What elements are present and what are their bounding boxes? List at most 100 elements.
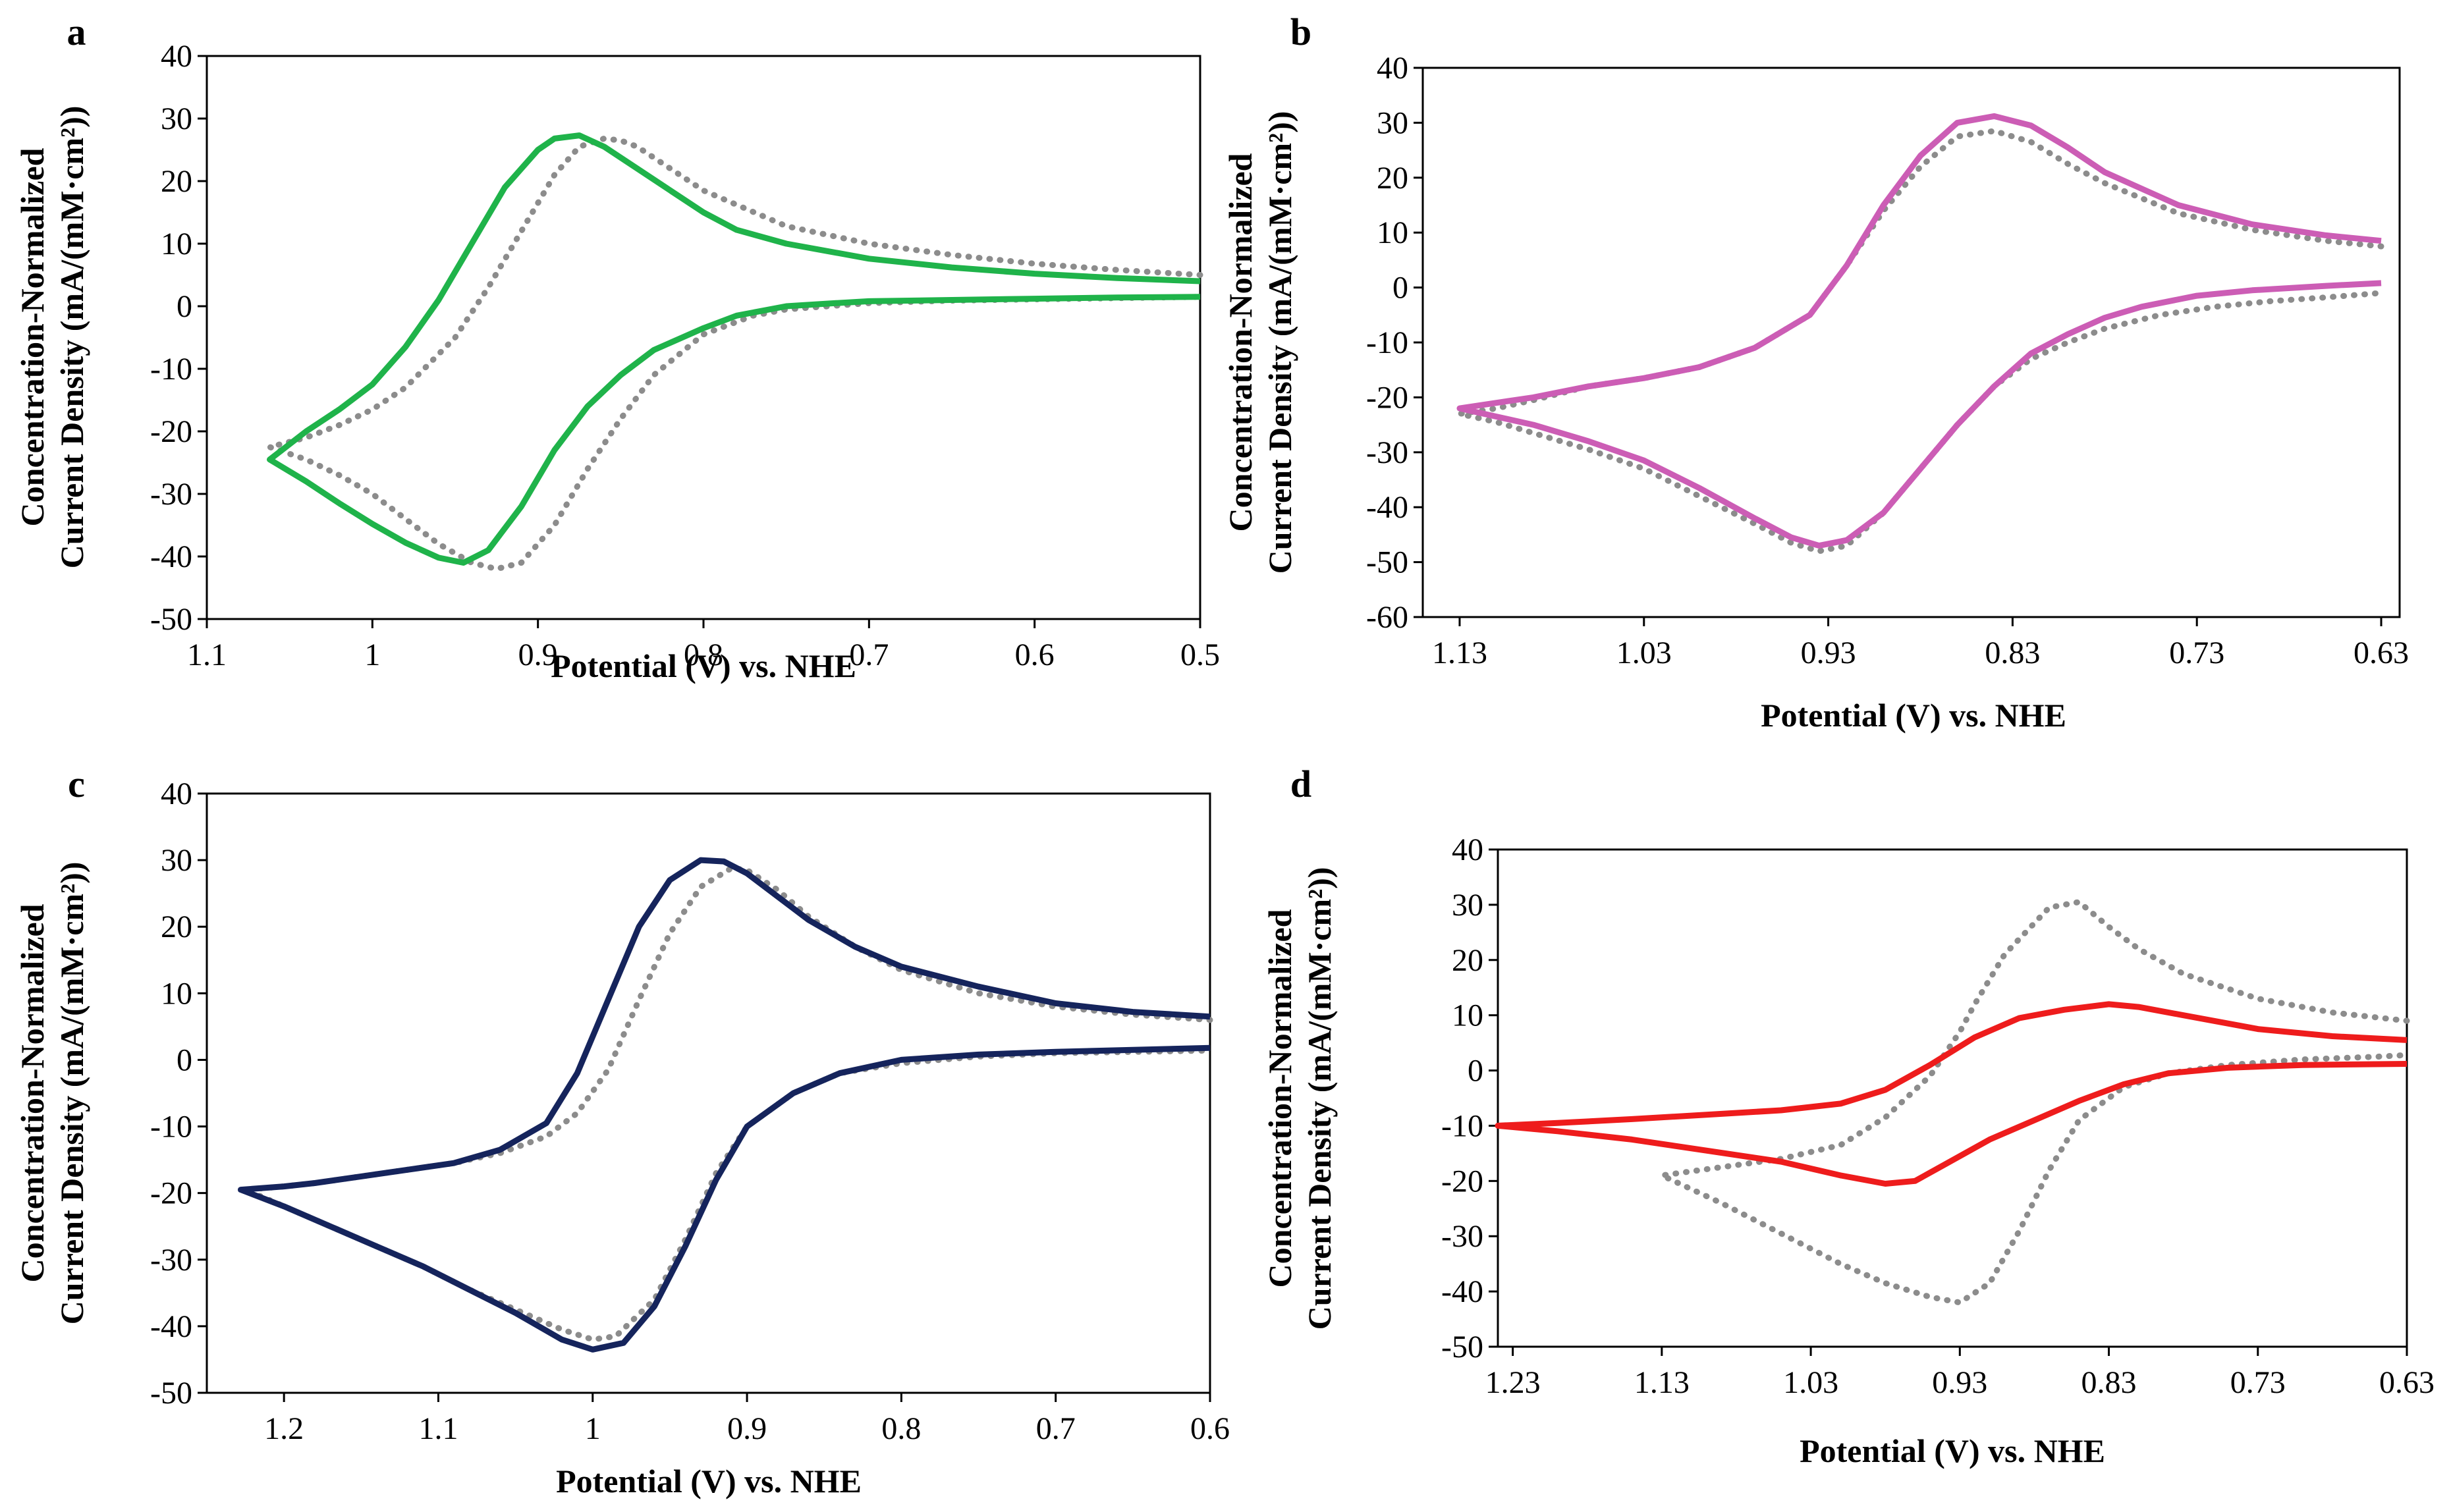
y-tick-label: -30 (150, 477, 192, 512)
x-tick-label: 0.83 (1985, 635, 2040, 670)
x-tick-label: 0.8 (684, 637, 723, 672)
x-tick-label: 1.1 (418, 1411, 458, 1446)
panel-a: a 40 30 20 10 0 -10 -20 -30 -40 -50 1.1 1 0.9 0.8 0.7… (14, 11, 1220, 684)
panel-a-y-axis-title-line2: Current Density (mA/(mM·cm²)) (53, 106, 90, 569)
panel-b-y-axis-title-line1: Concentration-Normalized (1222, 153, 1259, 531)
x-tick-label: 1.03 (1616, 635, 1672, 670)
y-tick-label: 20 (1377, 161, 1408, 196)
panel-b-y-ticks: 40 30 20 10 0 -10 -20 -30 -40 -50 -60 (1366, 51, 1423, 635)
panel-d-x-axis-title: Potential (V) vs. NHE (1800, 1432, 2105, 1469)
y-tick-label: -10 (1366, 325, 1408, 360)
y-tick-label: -10 (1441, 1108, 1483, 1143)
panel-b-sample-curve (1456, 113, 2382, 549)
panel-a-x-ticks: 1.1 1 0.9 0.8 0.7 0.6 0.5 (187, 619, 1220, 672)
x-tick-label: 0.6 (1190, 1411, 1230, 1446)
y-tick-label: -50 (1441, 1330, 1483, 1364)
y-tick-label: 30 (161, 843, 192, 878)
panel-a-x-axis-title: Potential (V) vs. NHE (551, 647, 856, 684)
panel-c: c 40 30 20 10 0 -10 -20 -30 -40 -50 1.2 1.1 1 0.9 0.8… (14, 763, 1230, 1499)
panel-c-y-axis-title-line1: Concentration-Normalized (14, 904, 51, 1282)
x-tick-label: 0.83 (2081, 1365, 2137, 1400)
y-tick-label: 10 (161, 227, 192, 261)
y-tick-label: 20 (161, 164, 192, 199)
x-tick-label: 1 (364, 637, 380, 672)
y-tick-label: 10 (1452, 998, 1483, 1033)
panel-b-y-axis-title-line2: Current Density (mA/(mM·cm²)) (1261, 111, 1298, 574)
panel-d-x-ticks: 1.23 1.13 1.03 0.93 0.83 0.73 0.63 (1485, 1347, 2435, 1400)
panel-b-x-ticks: 1.13 1.03 0.93 0.83 0.73 0.63 (1432, 617, 2409, 670)
panel-a-y-axis-title-line1: Concentration-Normalized (14, 148, 51, 526)
y-tick-label: 0 (1468, 1054, 1483, 1089)
y-tick-label: 0 (177, 289, 192, 324)
y-tick-label: -20 (1441, 1164, 1483, 1199)
panel-a-letter: a (67, 11, 86, 53)
panel-d-y-axis-title-line2: Current Density (mA/(mM·cm²)) (1301, 867, 1338, 1330)
y-tick-label: 0 (177, 1042, 192, 1077)
y-tick-label: 10 (1377, 215, 1408, 250)
panel-c-letter: c (68, 763, 85, 805)
panel-c-x-ticks: 1.2 1.1 1 0.9 0.8 0.7 0.6 (264, 1393, 1230, 1446)
y-tick-label: 0 (1392, 271, 1408, 306)
y-tick-label: 40 (161, 776, 192, 811)
panel-d: d 40 30 20 10 0 -10 -20 -30 -40 -50 1.23 1.13 1.03 0… (1261, 763, 2435, 1469)
panel-b: b 40 30 20 10 0 -10 -20 -30 -40 -50 -60 1.13 1.03 0.… (1222, 11, 2409, 734)
y-tick-label: -10 (150, 352, 192, 387)
x-tick-label: 1.2 (264, 1411, 304, 1446)
y-tick-label: 40 (1377, 51, 1408, 86)
x-tick-label: 1.1 (187, 637, 227, 672)
x-tick-label: 1.13 (1634, 1365, 1690, 1400)
x-tick-label: 0.73 (2230, 1365, 2286, 1400)
panel-d-y-ticks: 40 30 20 10 0 -10 -20 -30 -40 -50 (1441, 832, 1498, 1364)
y-tick-label: -20 (150, 414, 192, 449)
y-tick-label: 20 (161, 909, 192, 944)
y-tick-label: -10 (150, 1110, 192, 1145)
panel-c-y-axis-title-line2: Current Density (mA/(mM·cm²)) (53, 862, 90, 1325)
y-tick-label: -50 (150, 602, 192, 637)
panel-d-frame (1497, 848, 2408, 1348)
y-tick-label: 40 (161, 39, 192, 74)
panel-d-series (1495, 899, 2410, 1306)
y-tick-label: 30 (1452, 888, 1483, 923)
x-tick-label: 0.7 (1036, 1411, 1076, 1446)
panel-c-x-axis-title: Potential (V) vs. NHE (556, 1463, 862, 1499)
panel-d-letter: d (1290, 763, 1311, 805)
y-tick-label: -60 (1366, 600, 1408, 635)
y-tick-label: -30 (1441, 1219, 1483, 1254)
y-tick-label: 30 (1377, 105, 1408, 140)
panel-c-frame (206, 792, 1211, 1394)
panel-b-x-axis-title: Potential (V) vs. NHE (1761, 697, 2066, 734)
panel-c-sample-curve (238, 857, 1211, 1353)
y-tick-label: -40 (150, 1309, 192, 1344)
panel-b-letter: b (1290, 11, 1311, 53)
y-tick-label: -40 (150, 539, 192, 574)
x-tick-label: 0.7 (849, 637, 889, 672)
x-tick-label: 1.23 (1485, 1365, 1541, 1400)
y-tick-label: 20 (1452, 943, 1483, 978)
x-tick-label: 0.9 (518, 637, 558, 672)
panel-a-series (267, 132, 1203, 572)
x-tick-label: 1.13 (1432, 635, 1487, 670)
y-tick-label: -30 (150, 1243, 192, 1278)
x-tick-label: 0.8 (881, 1411, 921, 1446)
x-tick-label: 0.63 (2379, 1365, 2435, 1400)
x-tick-label: 0.5 (1180, 637, 1220, 672)
panel-c-y-ticks: 40 30 20 10 0 -10 -20 -30 -40 -50 (150, 776, 207, 1411)
panel-b-series (1456, 113, 2384, 554)
panel-d-y-axis-title-line1: Concentration-Normalized (1261, 909, 1298, 1287)
y-tick-label: -40 (1366, 490, 1408, 525)
x-tick-label: 0.63 (2354, 635, 2409, 670)
y-tick-label: 10 (161, 976, 192, 1011)
x-tick-label: 0.93 (1932, 1365, 1987, 1400)
panel-a-y-ticks: 40 30 20 10 0 -10 -20 -30 -40 -50 (150, 39, 207, 637)
panel-a-sample-curve (267, 132, 1201, 566)
panel-d-sample-curve (1495, 1001, 2408, 1187)
y-tick-label: -20 (150, 1176, 192, 1211)
y-tick-label: -30 (1366, 435, 1408, 470)
x-tick-label: 0.93 (1801, 635, 1856, 670)
panel-d-reference-curve (1659, 899, 2410, 1306)
y-tick-label: 30 (161, 101, 192, 136)
y-tick-label: 40 (1452, 832, 1483, 867)
y-tick-label: -50 (1366, 545, 1408, 580)
x-tick-label: 0.9 (727, 1411, 767, 1446)
